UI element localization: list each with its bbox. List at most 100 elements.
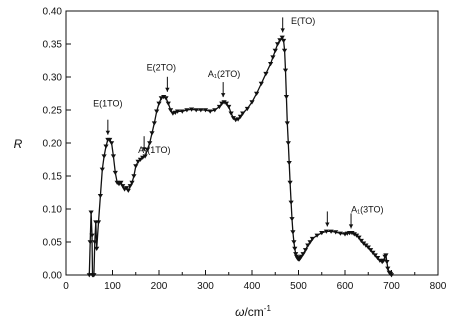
data-point [279,35,285,40]
data-point [309,236,316,242]
data-point [314,233,320,238]
annotation-arrowhead [325,222,330,227]
data-point [285,141,291,146]
data-point [147,141,153,146]
data-point [270,55,276,60]
data-point [281,38,287,44]
data-point [198,108,204,113]
x-axis-label-unit: /cm [244,305,263,319]
data-point [254,91,260,96]
data-point [89,233,95,238]
data-point [109,141,115,146]
data-point [112,170,118,176]
x-axis: 0 100 200 300 400 500 600 700 800 [63,270,447,292]
data-point [216,104,222,110]
data-point [92,240,98,245]
y-tick-label: 0.30 [43,73,63,84]
data-point [101,154,107,159]
data-point [319,231,325,236]
data-point [374,256,381,261]
data-point [87,240,93,245]
data-point [88,210,94,215]
data-point [305,243,311,248]
data-point [289,217,295,222]
data-point [135,159,141,164]
annotation-label: A₁(3TO) [351,204,383,214]
data-point [240,111,246,116]
data-point [125,188,131,193]
data-point [202,108,209,113]
data-point [384,260,390,265]
data-point [383,253,389,258]
annotation-label: E(1TO) [93,99,122,109]
data-point [193,108,199,113]
data-point [283,95,289,100]
annotation-label: A₁(1TO) [138,145,170,155]
data-point [288,200,294,205]
data-point [154,109,160,114]
x-tick-label: 300 [197,281,214,292]
y-tick-label: 0.15 [43,172,63,183]
data-point [142,154,148,159]
data-point [272,48,278,53]
data-point [298,254,304,259]
data-point [281,48,288,53]
data-point [287,180,293,185]
data-point [333,230,339,235]
x-tick-label: 0 [63,281,69,292]
series-layer [86,35,395,278]
data-point [110,154,116,159]
data-point [189,107,195,112]
data-point [235,117,241,122]
data-point [293,252,299,257]
annotation-layer: E(1TO) A₁(1TO) E(2TO) A₁(2TO) E(TO) A₁(3TO) [93,16,384,229]
data-point [96,220,102,225]
y-axis: 0.00 0.05 0.10 0.15 0.20 0.25 0.30 0.35 0.40 [43,7,71,282]
data-point [107,137,113,143]
x-tick-label: 800 [430,281,447,292]
data-point [349,231,355,236]
data-point [302,248,309,253]
data-point [151,121,157,126]
data-point [284,121,290,126]
data-point [351,232,357,237]
x-tick-label: 100 [104,281,121,292]
data-point [377,258,383,263]
data-point [328,229,334,234]
data-point [221,100,227,105]
annotation-arrowhead [348,224,354,229]
data-point [156,101,162,106]
annotation-label: E(TO) [291,16,315,26]
annotation-arrowhead [220,93,226,98]
data-point [381,258,387,263]
x-tick-label: 700 [383,281,400,292]
data-point [300,252,306,257]
data-point [168,108,174,113]
data-point [94,246,100,251]
data-point [223,101,229,106]
data-point [385,266,391,271]
data-point [226,104,232,110]
y-axis-label: R [14,137,23,151]
data-point [356,235,362,240]
data-point [323,229,329,234]
data-point [207,109,213,114]
data-point [244,106,250,112]
data-point [365,245,371,250]
data-point [388,273,395,278]
data-point [97,194,103,199]
y-tick-label: 0.05 [43,238,63,249]
annotation-arrowhead [105,130,111,135]
data-point [290,230,296,235]
data-point [91,273,97,278]
data-point [129,180,135,185]
data-point [268,62,274,67]
data-point [228,111,234,116]
annotation-label: A₁(2TO) [208,69,240,79]
x-tick-label: 200 [151,281,168,292]
plot-frame [65,10,439,276]
y-tick-label: 0.00 [43,271,63,282]
data-point [179,109,185,114]
data-point [282,68,289,73]
